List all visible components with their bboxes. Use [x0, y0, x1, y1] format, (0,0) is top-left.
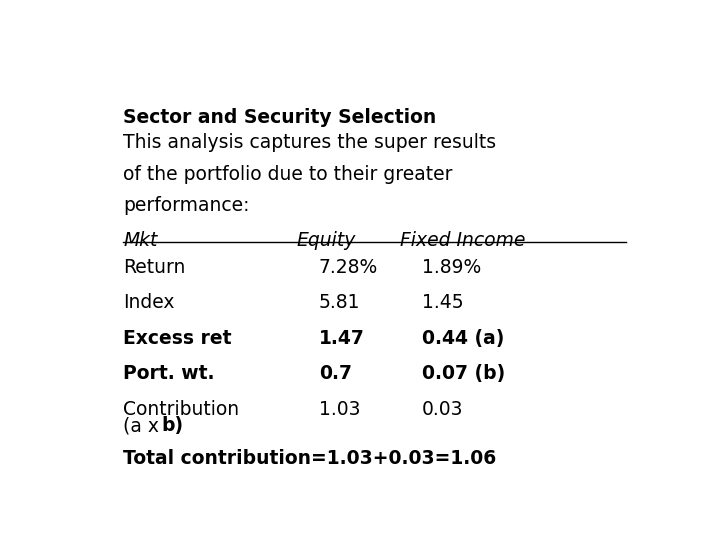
Text: 0.44 (a): 0.44 (a): [422, 329, 505, 348]
Text: Equity: Equity: [297, 231, 356, 250]
Text: Index: Index: [124, 294, 175, 313]
Text: Return: Return: [124, 258, 186, 277]
Text: Fixed Income: Fixed Income: [400, 231, 525, 250]
Text: 7.28%: 7.28%: [319, 258, 378, 277]
Text: 5.81: 5.81: [319, 294, 360, 313]
Text: Port. wt.: Port. wt.: [124, 364, 215, 383]
Text: performance:: performance:: [124, 196, 250, 215]
Text: 1.03: 1.03: [319, 400, 360, 419]
Text: Total contribution=1.03+0.03=1.06: Total contribution=1.03+0.03=1.06: [124, 449, 497, 468]
Text: 0.07 (b): 0.07 (b): [422, 364, 505, 383]
Text: (a x: (a x: [124, 416, 166, 435]
Text: 1.89%: 1.89%: [422, 258, 481, 277]
Text: 0.03: 0.03: [422, 400, 464, 419]
Text: Sector and Security Selection: Sector and Security Selection: [124, 109, 437, 127]
Text: of the portfolio due to their greater: of the portfolio due to their greater: [124, 165, 453, 184]
Text: 1.45: 1.45: [422, 294, 464, 313]
Text: Mkt: Mkt: [124, 231, 158, 250]
Text: Excess ret: Excess ret: [124, 329, 232, 348]
Text: 0.7: 0.7: [319, 364, 352, 383]
Text: b): b): [161, 416, 184, 435]
Text: Contribution: Contribution: [124, 400, 240, 419]
Text: 1.47: 1.47: [319, 329, 364, 348]
Text: This analysis captures the super results: This analysis captures the super results: [124, 133, 497, 152]
